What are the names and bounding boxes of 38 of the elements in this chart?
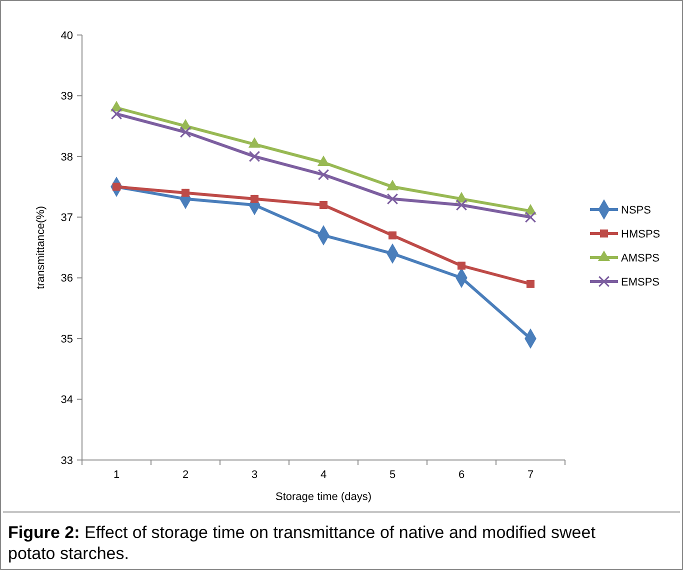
point: [456, 199, 468, 211]
caption: Figure 2: Effect of storage time on transmittance of native and modified sweet potato starches.: [8, 523, 596, 563]
point: [248, 137, 261, 148]
y-tick-label: 35: [60, 333, 73, 346]
x-tick-label: 4: [320, 469, 327, 481]
point: [317, 155, 330, 166]
x-tick-label: 2: [182, 469, 189, 481]
y-tick-label: 40: [60, 30, 73, 42]
point: [388, 231, 396, 240]
point: [524, 211, 536, 223]
point: [318, 168, 330, 180]
legend-label: AMSPS: [621, 252, 660, 264]
y-tick-label: 39: [60, 90, 73, 103]
y-tick-label: 38: [60, 151, 73, 164]
point: [182, 188, 190, 197]
point: [320, 201, 328, 209]
y-tick-label: 37: [60, 212, 73, 224]
x-axis-title: Storage time (days): [276, 491, 372, 503]
y-tick-label: 33: [60, 454, 73, 467]
y-tick-label: 34: [60, 394, 73, 406]
x-tick-label: 5: [389, 469, 396, 481]
point: [248, 150, 260, 162]
legend-label: EMSPS: [621, 276, 660, 288]
point: [386, 193, 398, 205]
legend-label: HMSPS: [621, 228, 660, 240]
y-tick-label: 36: [60, 272, 73, 285]
point: [180, 126, 192, 138]
legend-label: NSPS: [621, 204, 651, 216]
point: [526, 280, 534, 288]
x-tick-label: 6: [458, 469, 465, 481]
y-axis-title: transmittance(%): [35, 206, 47, 290]
point: [458, 262, 466, 270]
point: [386, 180, 399, 190]
x-tick-label: 3: [251, 469, 258, 481]
x-tick-label: 1: [113, 469, 120, 481]
point: [250, 194, 258, 203]
point: [110, 108, 122, 120]
x-tick-label: 7: [527, 469, 534, 481]
